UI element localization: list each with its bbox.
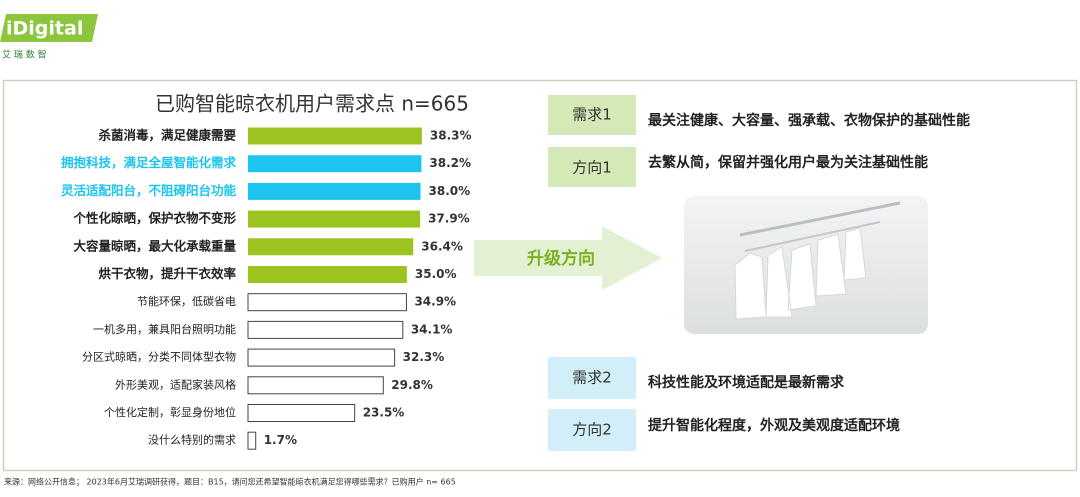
card-tag: 方向1 — [572, 159, 612, 177]
category-label: 外形美观，适配家装风格 — [115, 377, 236, 391]
bar — [248, 210, 421, 228]
source-note: 来源：网络公开信息； 2023年6月艾瑞调研获得，题目：B15，请问您还希望智能… — [4, 477, 456, 487]
category-label: 节能环保，低碳省电 — [137, 294, 236, 308]
logo-name: 艾 瑞 数 智 — [2, 49, 47, 61]
card-text: 去繁从简，保留并强化用户最为关注基础性能 — [648, 154, 928, 171]
category-label: 大容量晾晒，最大化承载重量 — [73, 238, 236, 253]
card-tag: 需求2 — [572, 369, 612, 387]
category-label: 分区式晾晒，分类不同体型衣物 — [82, 350, 236, 364]
card-tag: 方向2 — [572, 421, 612, 439]
card-text: 最关注健康、大容量、强承载、衣物保护的基础性能 — [648, 112, 970, 129]
category-label: 灵活适配阳台，不阻碍阳台功能 — [61, 183, 237, 198]
bar — [248, 182, 421, 200]
value-label: 34.1% — [411, 322, 453, 336]
category-label: 没什么特别的需求 — [148, 433, 236, 447]
value-label: 1.7% — [264, 433, 297, 447]
value-label: 35.0% — [415, 267, 457, 281]
value-label: 37.9% — [428, 212, 470, 226]
card: 方向1 去繁从简，保留并强化用户最为关注基础性能 — [548, 147, 928, 187]
category-label: 拥抱科技，满足全屋智能化需求 — [61, 155, 237, 170]
value-label: 36.4% — [421, 239, 463, 253]
bar — [248, 238, 414, 256]
value-label: 38.3% — [430, 129, 472, 143]
card: 需求1 最关注健康、大容量、强承载、衣物保护的基础性能 — [548, 95, 970, 135]
card-text: 科技性能及环境适配是最新需求 — [648, 374, 845, 391]
bar — [248, 266, 407, 283]
bar — [248, 155, 422, 173]
upgrade-arrow — [474, 226, 662, 290]
card: 方向2 提升智能化程度，外观及美观度适配环境 — [548, 409, 900, 451]
value-label: 38.2% — [429, 156, 471, 170]
value-label: 29.8% — [391, 378, 433, 392]
bar — [247, 431, 257, 450]
arrow-label: 升级方向 — [527, 248, 595, 269]
product-photo — [684, 196, 928, 334]
card-tag: 需求1 — [572, 106, 612, 124]
bar — [247, 348, 396, 367]
value-label: 32.3% — [403, 350, 445, 364]
logo: iDigital 艾 瑞 数 智 — [0, 14, 98, 61]
logo-badge — [0, 14, 98, 42]
category-label: 一机多用，兼具阳台照明功能 — [93, 322, 236, 336]
value-label: 34.9% — [414, 295, 456, 309]
bar — [247, 404, 356, 422]
bar — [247, 320, 404, 339]
category-label: 杀菌消毒，满足健康需要 — [98, 128, 236, 143]
card-text: 提升智能化程度，外观及美观度适配环境 — [648, 417, 900, 434]
chart-title: 已购智能晾衣机用户需求点 n=665 — [155, 92, 469, 116]
bar — [247, 376, 384, 395]
category-label: 烘干衣物，提升干衣效率 — [98, 266, 236, 281]
value-label: 38.0% — [429, 184, 471, 198]
frame — [2, 79, 1078, 472]
logo-brand: iDigital — [6, 18, 83, 40]
category-label: 个性化定制，彰显身份地位 — [104, 405, 236, 419]
bar — [248, 127, 422, 145]
bar-chart: 杀菌消毒，满足健康需要 38.3% 拥抱科技，满足全屋智能化需求 38.2% 灵活适配阳… — [61, 127, 472, 450]
category-label: 个性化晾晒，保护衣物不变形 — [72, 211, 236, 226]
bar — [247, 293, 407, 312]
card: 需求2 科技性能及环境适配是最新需求 — [548, 357, 845, 399]
value-label: 23.5% — [363, 406, 405, 420]
